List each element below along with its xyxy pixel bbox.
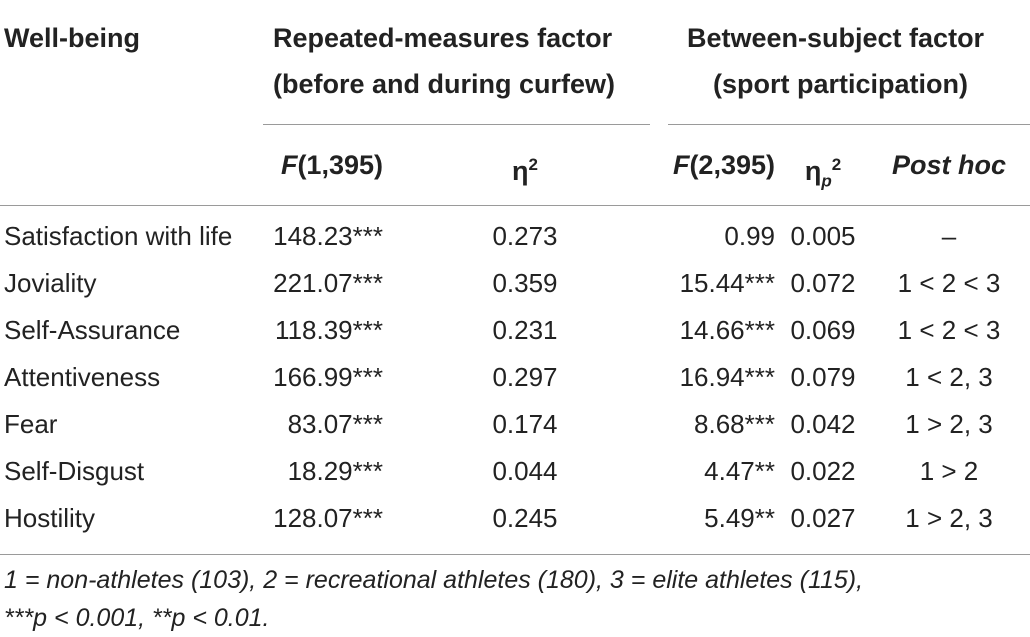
row-posthoc: –	[941, 221, 957, 251]
header-repeated-measures-line1: Repeated-measures factor	[273, 23, 613, 53]
etap-symbol: η	[804, 156, 822, 186]
rule-table-bottom	[0, 554, 1030, 555]
row-f1: 166.99***	[273, 362, 383, 392]
row-f2: 0.99	[724, 221, 775, 251]
header-between-subject-line2: (sport participation)	[713, 69, 968, 99]
rule-repeated-measures	[263, 124, 650, 125]
table-row: Fear 83.07*** 0.174 8.68*** 0.042 1 > 2,…	[0, 401, 1030, 447]
row-eta2: 0.174	[492, 409, 558, 439]
rule-between-subject	[668, 124, 1030, 125]
row-etap2: 0.027	[790, 503, 856, 533]
footnote-line2: ***p < 0.001, **p < 0.01.	[4, 604, 270, 632]
row-f1: 221.07***	[273, 268, 383, 298]
row-posthoc: 1 > 2, 3	[905, 409, 993, 439]
row-label: Self-Disgust	[4, 456, 145, 486]
row-etap2: 0.022	[790, 456, 856, 486]
row-f1: 118.39***	[275, 315, 383, 345]
row-label: Attentiveness	[4, 362, 161, 392]
row-f1: 18.29***	[287, 456, 383, 486]
table-row: Joviality 221.07*** 0.359 15.44*** 0.072…	[0, 260, 1030, 306]
row-f2: 8.68***	[694, 409, 775, 439]
subheader-posthoc: Post hoc	[891, 150, 1006, 180]
eta-symbol: η	[512, 156, 529, 186]
row-posthoc: 1 < 2 < 3	[897, 268, 1001, 298]
f1-letter: F	[280, 150, 298, 180]
subheader-etap2: ηp2	[782, 145, 864, 201]
row-label: Satisfaction with life	[4, 221, 233, 251]
f1-args: (1,395)	[297, 150, 383, 180]
row-eta2: 0.245	[492, 503, 558, 533]
row-posthoc: 1 > 2, 3	[905, 503, 993, 533]
row-label: Self-Assurance	[4, 315, 181, 345]
row-etap2: 0.079	[790, 362, 856, 392]
row-etap2: 0.042	[790, 409, 856, 439]
row-f1: 148.23***	[273, 221, 383, 251]
row-etap2: 0.005	[790, 221, 856, 251]
row-posthoc: 1 > 2	[919, 456, 979, 486]
header-wellbeing: Well-being	[4, 23, 141, 53]
header-between-subject-line1: Between-subject factor	[687, 23, 985, 53]
f2-letter: F	[672, 150, 690, 180]
table-row: Satisfaction with life 148.23*** 0.273 0…	[0, 213, 1030, 259]
row-label: Hostility	[4, 503, 96, 533]
footnote-line1: 1 = non-athletes (103), 2 = recreational…	[4, 566, 864, 594]
etap-sub: p	[821, 171, 832, 191]
header-repeated-measures-line2: (before and during curfew)	[273, 69, 616, 99]
row-etap2: 0.072	[790, 268, 856, 298]
subheader-eta2: η2	[480, 145, 570, 191]
row-eta2: 0.297	[492, 362, 558, 392]
row-f2: 15.44***	[679, 268, 775, 298]
row-posthoc: 1 < 2 < 3	[897, 315, 1001, 345]
row-eta2: 0.044	[492, 456, 558, 486]
table-row: Self-Assurance 118.39*** 0.231 14.66*** …	[0, 307, 1030, 353]
row-etap2: 0.069	[790, 315, 856, 345]
table-row: Self-Disgust 18.29*** 0.044 4.47** 0.022…	[0, 448, 1030, 494]
row-f2: 4.47**	[704, 456, 775, 486]
row-f1: 83.07***	[287, 409, 383, 439]
rule-header-bottom	[0, 205, 1030, 206]
row-posthoc: 1 < 2, 3	[905, 362, 993, 392]
etap-sup: 2	[831, 155, 842, 174]
table-row: Attentiveness 166.99*** 0.297 16.94*** 0…	[0, 354, 1030, 400]
subheader-f2: F(2,395)	[660, 145, 775, 185]
row-eta2: 0.273	[492, 221, 558, 251]
row-eta2: 0.359	[492, 268, 558, 298]
row-label: Fear	[4, 409, 58, 439]
row-eta2: 0.231	[492, 315, 558, 345]
row-f2: 14.66***	[679, 315, 775, 345]
row-f2: 5.49**	[704, 503, 775, 533]
eta-sup: 2	[528, 155, 538, 174]
table-row: Hostility 128.07*** 0.245 5.49** 0.027 1…	[0, 495, 1030, 541]
f2-args: (2,395)	[689, 150, 775, 180]
subheader-f1: F(1,395)	[258, 145, 383, 185]
row-label: Joviality	[4, 268, 97, 298]
row-f2: 16.94***	[679, 362, 775, 392]
row-f1: 128.07***	[273, 503, 383, 533]
